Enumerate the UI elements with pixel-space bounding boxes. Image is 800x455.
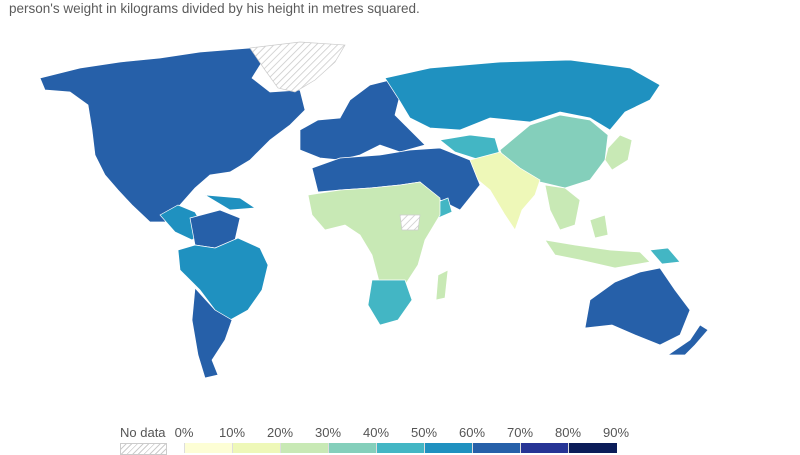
subtitle-line-2: person's weight in kilograms divided by … <box>9 1 420 16</box>
region-brazil[interactable] <box>177 237 269 321</box>
legend-tick-label: 10% <box>218 425 246 440</box>
legend-tick-label: 20% <box>266 425 294 440</box>
legend-bin-swatch <box>184 443 233 453</box>
legend-bin-swatch <box>424 443 473 453</box>
map-subtitle: person's weight in kilograms divided by … <box>9 1 420 17</box>
legend-bin-swatch <box>376 443 425 453</box>
legend-bin-swatch <box>568 443 617 453</box>
region-india-south-asia[interactable] <box>469 151 541 231</box>
legend-no-data-label: No data <box>120 425 166 440</box>
region-southern-africa[interactable] <box>367 279 413 326</box>
region-russia[interactable] <box>384 59 661 131</box>
region-madagascar[interactable] <box>435 269 449 301</box>
region-australia[interactable] <box>584 267 691 346</box>
region-sub-saharan-africa[interactable] <box>307 181 441 286</box>
legend-bin-swatch <box>328 443 377 453</box>
region-papua-new-guinea[interactable] <box>649 247 681 265</box>
legend-tick-label: 60% <box>458 425 486 440</box>
region-indonesia[interactable] <box>544 214 651 269</box>
region-japan-korea[interactable] <box>604 134 633 171</box>
legend-no-data-swatch <box>120 443 167 455</box>
region-greenland[interactable] <box>249 41 346 93</box>
legend-tick-label: 70% <box>506 425 534 440</box>
region-southeast-asia[interactable] <box>544 184 581 231</box>
world-map <box>39 41 709 379</box>
region-new-zealand[interactable] <box>666 324 709 356</box>
legend-bin-swatch <box>472 443 521 453</box>
legend-tick-label: 50% <box>410 425 438 440</box>
legend-tick-label: 30% <box>314 425 342 440</box>
legend-tick-label: 80% <box>554 425 582 440</box>
legend-bin-swatch <box>520 443 569 453</box>
legend-tick-label: 40% <box>362 425 390 440</box>
legend: No data 0% 10% 20% 30% 40% 50% 60% 70% 80% 90% <box>0 420 800 455</box>
legend-tick-label: 90% <box>602 425 630 440</box>
region-southern-cone[interactable] <box>191 287 233 379</box>
region-south-sudan[interactable] <box>399 214 421 231</box>
legend-tick-label: 0% <box>174 425 194 440</box>
legend-bin-swatch <box>280 443 329 453</box>
legend-bin-swatch <box>232 443 281 453</box>
region-north-america[interactable] <box>39 47 306 223</box>
